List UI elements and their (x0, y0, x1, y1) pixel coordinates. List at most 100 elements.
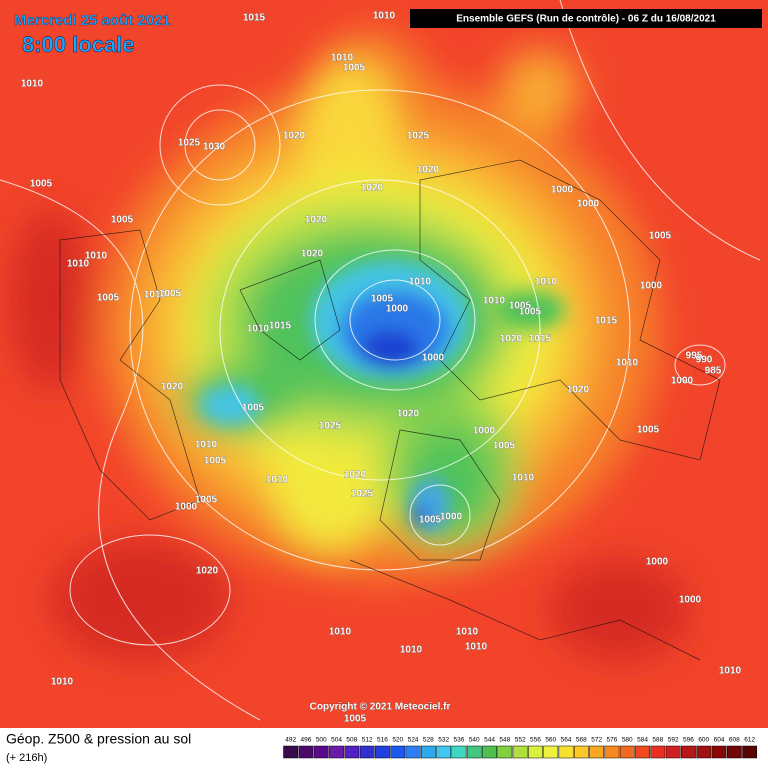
isobar-label: 1005 (344, 714, 367, 725)
scale-swatch (313, 745, 329, 759)
scale-swatch (726, 745, 742, 759)
isobar-label: 1005 (509, 301, 532, 312)
isobar-label: 1010 (329, 627, 352, 638)
scale-label: 596 (683, 737, 694, 744)
scale-label: 496 (301, 737, 312, 744)
isobar-label: 1005 (195, 495, 218, 506)
scale-label: 572 (591, 737, 602, 744)
scale-swatch (329, 745, 344, 759)
legend-title: Géop. Z500 & pression au sol (6, 731, 191, 747)
forecast-date: Mercredi 25 août 2021 (14, 12, 171, 29)
isobar-label: 1005 (637, 425, 660, 436)
scale-label: 524 (408, 737, 419, 744)
isobar-label: 1025 (178, 138, 201, 149)
isobar-label: 1010 (373, 11, 396, 22)
isobar-label: 1020 (344, 470, 367, 481)
scale-swatch (589, 745, 605, 759)
isobar-label: 1000 (646, 557, 669, 568)
isobar-label: 1010 (719, 666, 742, 677)
isobar-label: 1000 (386, 304, 409, 315)
scale-swatch (436, 745, 452, 759)
scale-swatch (283, 745, 299, 759)
scale-swatch (604, 745, 620, 759)
isobar-label: 1020 (305, 215, 328, 226)
scale-label: 544 (484, 737, 495, 744)
isobar-label: 1000 (422, 353, 445, 364)
scale-label: 552 (515, 737, 526, 744)
isobar-label: 1015 (529, 334, 552, 345)
isobar-label: 1005 (493, 441, 516, 452)
scale-swatch (742, 745, 758, 759)
isobar-label: 1005 (371, 294, 394, 305)
isobar-label: 985 (705, 366, 722, 377)
scale-swatch (558, 745, 574, 759)
scale-label: 576 (607, 737, 618, 744)
isobar-label: 1000 (671, 376, 694, 387)
isobar-label: 1010 (85, 251, 108, 262)
scale-label: 560 (545, 737, 556, 744)
scale-swatch (344, 745, 360, 759)
scale-swatch (665, 745, 681, 759)
scale-label: 504 (331, 737, 342, 744)
isobar-label: 1000 (679, 595, 702, 606)
isobar-label: 990 (696, 355, 713, 366)
copyright: Copyright © 2021 Meteociel.fr (310, 702, 451, 713)
isobar-label: 1020 (567, 385, 590, 396)
isobar-label: 1020 (196, 566, 219, 577)
isobar-label: 1010 (331, 53, 354, 64)
scale-swatch (405, 745, 421, 759)
scale-swatch (573, 745, 589, 759)
scale-label: 568 (576, 737, 587, 744)
isobar-label: 1005 (343, 63, 366, 74)
isobar-label: 1015 (243, 13, 266, 24)
scale-swatch (619, 745, 635, 759)
scale-label: 580 (622, 737, 633, 744)
scale-label: 588 (652, 737, 663, 744)
isobar-label: 1000 (551, 185, 574, 196)
isobar-label: 1000 (473, 426, 496, 437)
scale-label: 604 (714, 737, 725, 744)
isobar-label: 1025 (351, 489, 374, 500)
isobar-label: 1020 (417, 165, 440, 176)
scale-label: 612 (744, 737, 755, 744)
scale-label: 516 (377, 737, 388, 744)
scale-swatch (375, 745, 390, 759)
isobar-label: 1020 (301, 249, 324, 260)
scale-swatch (497, 745, 513, 759)
scale-swatch (696, 745, 712, 759)
isobar-label: 1015 (269, 321, 292, 332)
scale-swatch (466, 745, 482, 759)
color-scale: 492 496 500 504 508 512 516 520 524 528 532 536 540 5… (283, 737, 758, 759)
isobar-label: 1005 (30, 179, 53, 190)
isobar-label: 1010 (51, 677, 74, 688)
scale-label: 520 (392, 737, 403, 744)
scale-swatch (420, 745, 436, 759)
isobar-label: 1025 (407, 131, 430, 142)
isobar-label: 1030 (203, 142, 226, 153)
isobar-label: 1005 (649, 231, 672, 242)
isobars (0, 0, 761, 721)
isobar-label: 1010 (483, 296, 506, 307)
isobar-label: 1005 (97, 293, 120, 304)
scale-swatch (359, 745, 375, 759)
isobar-label: 1020 (361, 183, 384, 194)
scale-swatch (650, 745, 666, 759)
scale-label: 536 (454, 737, 465, 744)
isobar-label: 1010 (409, 277, 432, 288)
scale-label: 508 (346, 737, 357, 744)
scale-label: 492 (285, 737, 296, 744)
scale-swatch (482, 745, 497, 759)
scale-label: 548 (499, 737, 510, 744)
isobar-label: 1000 (640, 281, 663, 292)
isobar-label: 1010 (21, 79, 44, 90)
run-banner (410, 9, 762, 28)
isobar-label: 1005 (519, 307, 542, 318)
scale-swatch (512, 745, 528, 759)
scale-label: 564 (561, 737, 572, 744)
local-time: 8:00 locale (22, 32, 135, 57)
isobar-label: 1020 (500, 334, 523, 345)
isobar-label: 1010 (266, 475, 289, 486)
lead-time: (+ 216h) (6, 752, 47, 764)
isobar-label: 1000 (577, 199, 600, 210)
